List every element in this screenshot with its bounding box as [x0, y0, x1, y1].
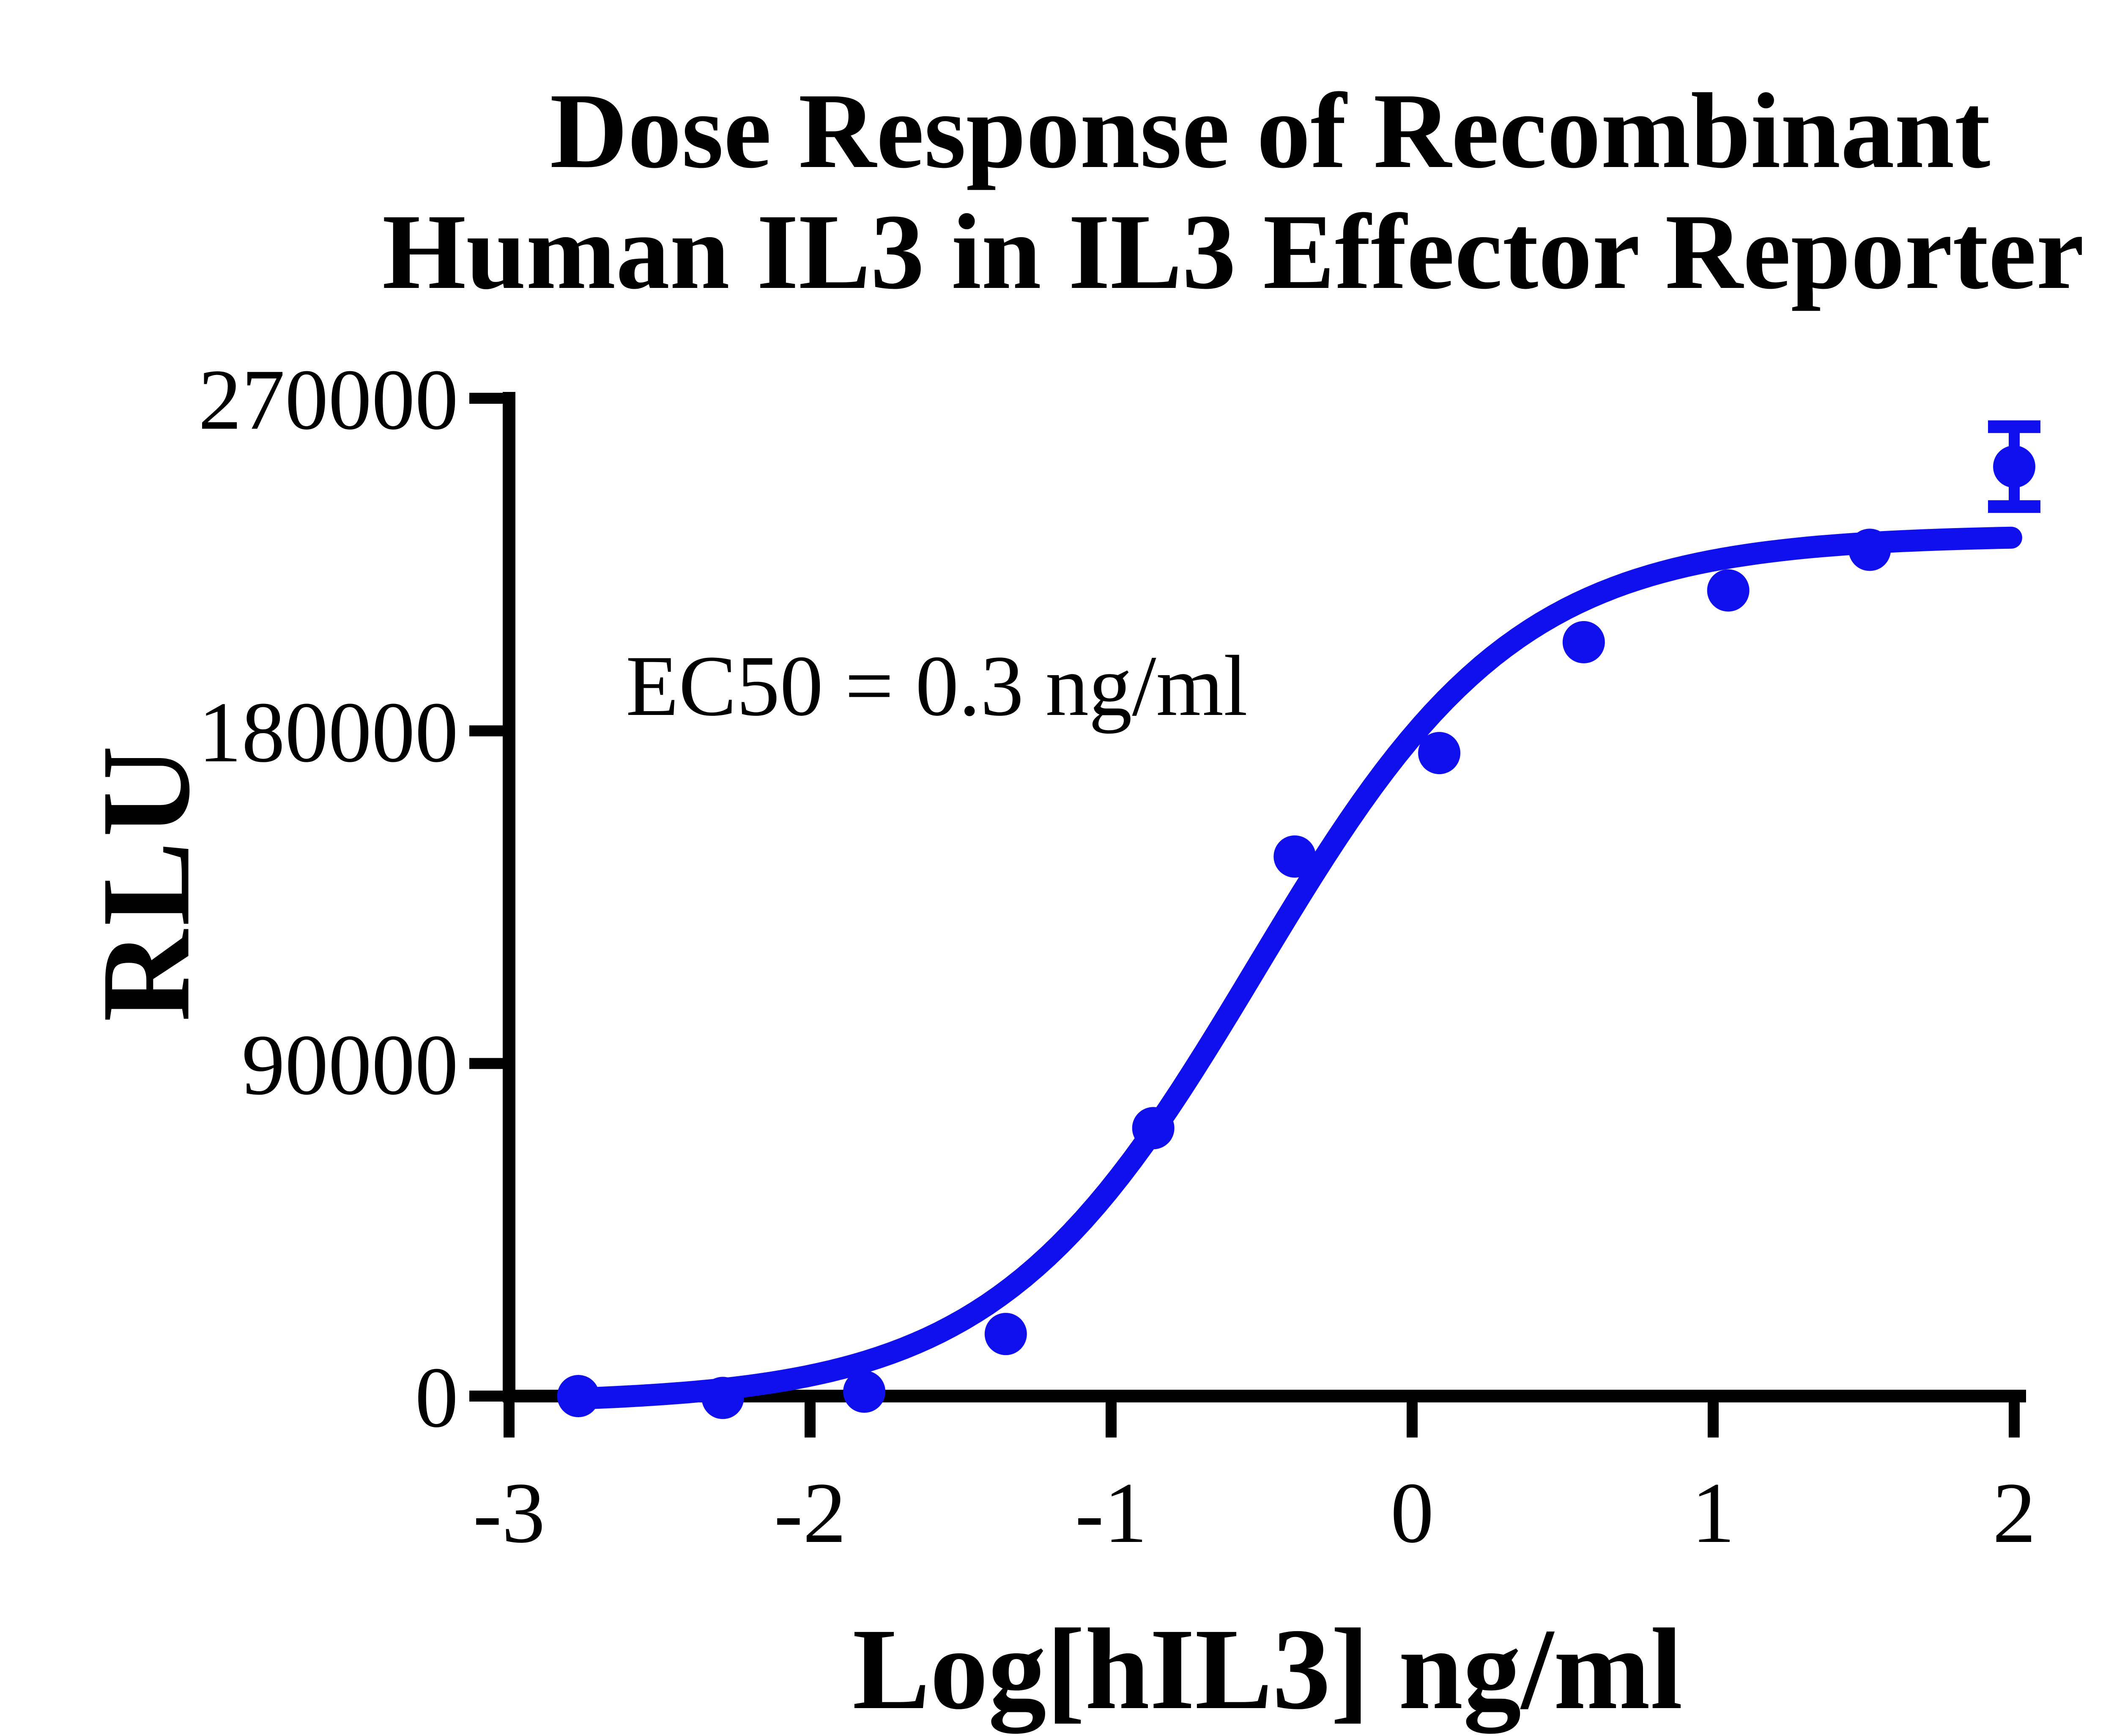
data-point	[843, 1370, 886, 1413]
ec50-annotation: EC50 = 0.3 ng/ml	[626, 638, 1248, 734]
fit-curve	[567, 526, 2022, 1410]
data-point	[1993, 445, 2035, 488]
x-tick-label: 2	[1993, 1465, 2036, 1561]
data-point	[1848, 528, 1891, 571]
data-point	[1562, 621, 1605, 663]
y-tick-label: 0	[415, 1350, 459, 1446]
data-point	[984, 1313, 1027, 1355]
x-tick-label: 1	[1692, 1465, 1735, 1561]
y-tick-label: 270000	[198, 352, 458, 448]
data-point	[1132, 1107, 1175, 1150]
data-point	[1707, 569, 1750, 612]
chart-title-line2: Human IL3 in IL3 Effector Reporter Cell …	[382, 192, 2114, 312]
x-tick-label: -3	[473, 1465, 545, 1561]
data-point	[701, 1377, 744, 1419]
chart-title-line1: Dose Response of Recombinant	[550, 71, 1991, 191]
x-tick-label: 0	[1391, 1465, 1434, 1561]
data-point	[1273, 835, 1316, 878]
y-tick-label: 180000	[198, 685, 458, 780]
x-tick-label: -2	[774, 1465, 846, 1561]
x-axis-title: Log[hIL3] ng/ml	[852, 1605, 1683, 1733]
y-tick-label: 90000	[242, 1017, 459, 1113]
chart-title: Dose Response of Recombinant Human IL3 i…	[382, 71, 2114, 312]
data-point	[1418, 732, 1461, 775]
x-tick-label: -1	[1075, 1465, 1147, 1561]
data-point	[557, 1375, 600, 1417]
